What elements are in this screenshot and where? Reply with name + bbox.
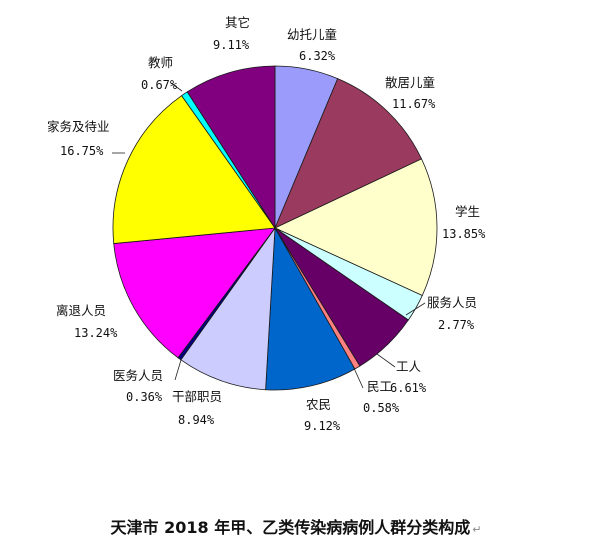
leader-line-9 [174, 359, 182, 381]
slice-label-7: 农民 [306, 397, 331, 412]
slice-label-10: 离退人员 [56, 303, 106, 318]
pie-slice-11 [112, 95, 276, 245]
pie-slice-7 [265, 226, 356, 391]
chart-title: 天津市 2018 年甲、乙类传染病病例人群分类构成 ↵ [0, 514, 592, 538]
slice-label-5: 工人 [396, 359, 422, 374]
slice-label-9: 医务人员 [113, 368, 163, 383]
pie-slice-10 [113, 227, 276, 359]
slice-value-12: 0.67% [141, 78, 178, 92]
slice-value-10: 13.24% [74, 326, 118, 340]
slice-value-3: 13.85% [442, 227, 486, 241]
slice-label-13: 其它 [225, 15, 250, 30]
pie-slice-8 [180, 226, 276, 391]
slice-value-7: 9.12% [304, 419, 341, 433]
slice-value-13: 9.11% [213, 38, 250, 52]
slice-value-1: 6.32% [299, 49, 336, 63]
slice-label-6: 民工 [367, 379, 392, 394]
slice-label-12: 教师 [148, 55, 173, 70]
slice-value-11: 16.75% [60, 144, 104, 158]
slice-label-8: 干部职员 [172, 389, 222, 404]
chart-title-text: 天津市 2018 年甲、乙类传染病病例人群分类构成 [110, 518, 471, 537]
pie-slice-13 [186, 65, 276, 230]
slice-label-1: 幼托儿童 [287, 27, 337, 42]
slice-label-2: 散居儿童 [385, 75, 435, 90]
slice-label-4: 服务人员 [427, 295, 477, 310]
slice-value-5: 6.61% [390, 381, 427, 395]
return-mark-icon: ↵ [472, 523, 482, 536]
leader-line-5 [376, 353, 396, 368]
slice-label-11: 家务及待业 [47, 119, 110, 134]
slice-value-6: 0.58% [363, 401, 400, 415]
pie-slice-3 [274, 158, 438, 297]
slice-value-8: 8.94% [178, 413, 215, 427]
leader-line-6 [352, 365, 364, 389]
pie-chart: 幼托儿童 6.32% 散居儿童 11.67% 学生 13.85% 服务人员 2.77% 工人 6.… [47, 15, 486, 433]
slice-value-4: 2.77% [438, 318, 475, 332]
leader-line-12 [170, 82, 183, 92]
leader-line-4 [405, 302, 426, 316]
slice-value-2: 11.67% [392, 97, 436, 111]
slice-value-9: 0.36% [126, 390, 163, 404]
slice-label-3: 学生 [455, 204, 480, 219]
pie-slice-2 [274, 78, 423, 229]
